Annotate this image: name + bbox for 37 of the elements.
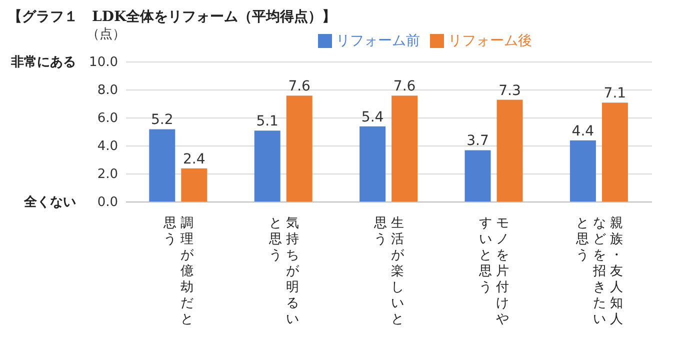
data-label: 7.3	[498, 82, 521, 99]
chart-title: 【グラフ１ LDK全体をリフォーム（平均得点）】	[8, 8, 338, 26]
data-label: 5.4	[361, 109, 384, 126]
category-label: モノを片付けやすいと思う	[479, 216, 510, 327]
y-tick-label: 2.0	[97, 167, 118, 182]
data-label: 7.6	[288, 78, 311, 95]
data-label: 5.1	[256, 114, 278, 130]
y-tick-label: 6.0	[97, 111, 118, 126]
data-label: 7.1	[604, 86, 626, 102]
bar	[392, 96, 418, 202]
bar	[181, 168, 208, 202]
data-label: 3.7	[466, 133, 489, 150]
data-label: 2.4	[183, 151, 206, 168]
data-label: 5.2	[151, 112, 174, 128]
category-label: 気持ちが明るいと思う	[268, 216, 299, 327]
bar	[286, 96, 312, 202]
text: 全くない	[23, 195, 76, 210]
y-tick-label: 10.0	[89, 55, 118, 70]
bar	[254, 130, 280, 202]
legend-label: リフォーム前	[336, 33, 420, 49]
y-tick-label: 4.0	[97, 139, 118, 154]
legend-label: リフォーム後	[448, 33, 532, 49]
bar	[496, 100, 523, 202]
bar	[149, 129, 176, 202]
bar	[602, 102, 628, 202]
category-label: 親族・友人知人などを招きたいと思う	[576, 216, 623, 327]
data-label: 7.6	[393, 78, 416, 95]
category-label: 生活が楽しいと思う	[374, 216, 404, 327]
bar	[570, 140, 596, 202]
y-tick-label: 0.0	[97, 195, 118, 210]
bar	[464, 150, 491, 202]
bar	[360, 126, 386, 202]
data-label: 4.4	[572, 123, 594, 140]
category-label: 調理が億劫だと思う	[164, 216, 194, 327]
y-axis-title: （点）	[86, 27, 126, 42]
y-tick-label: 8.0	[97, 83, 118, 98]
text: 非常にある	[10, 55, 76, 70]
